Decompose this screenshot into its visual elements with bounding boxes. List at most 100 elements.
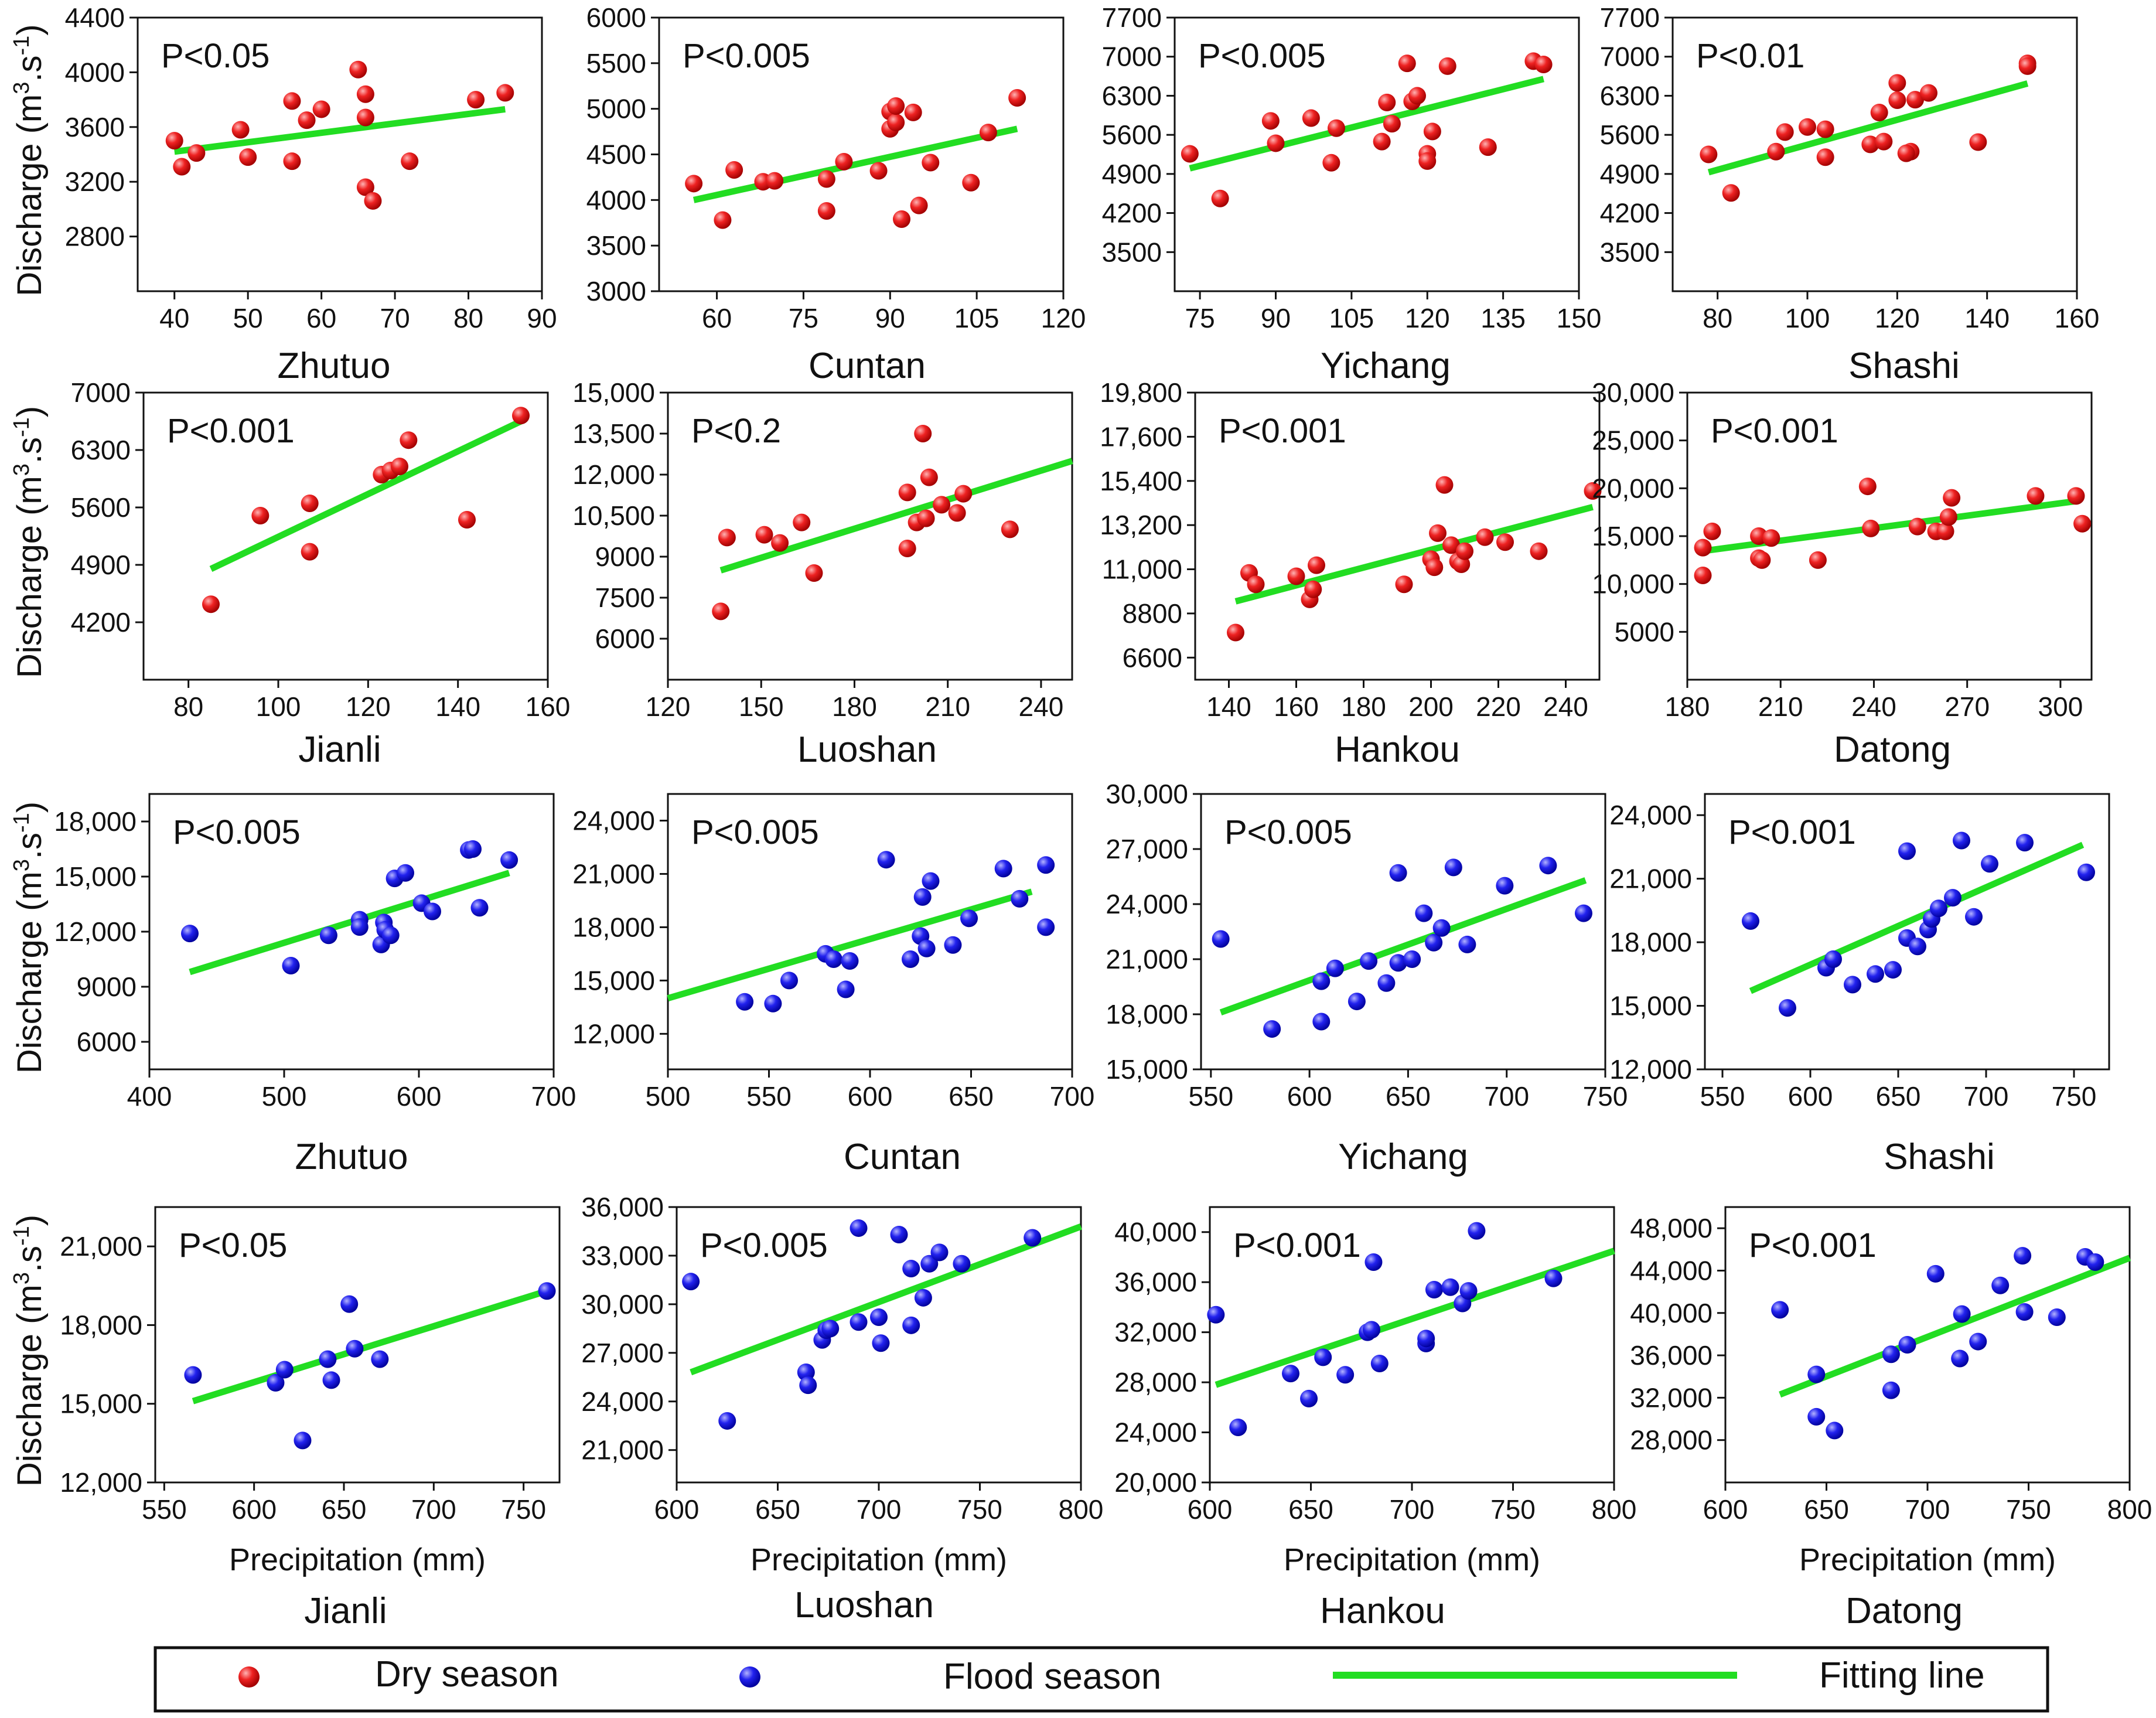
station-label: Hankou (1320, 1591, 1445, 1631)
fitting-line (174, 105, 506, 155)
x-axis-label: Precipitation (mm) (1799, 1542, 2056, 1577)
y-tick-label: 12,000 (60, 1467, 142, 1498)
y-tick-label: 20,000 (1592, 473, 1674, 503)
data-point (1441, 1278, 1459, 1296)
y-tick-label: 6300 (1600, 80, 1660, 111)
data-point (902, 1260, 920, 1278)
y-tick-label: 32,000 (1114, 1317, 1197, 1348)
panel-datong-flood: 600 650 700 750 800 28,000 32,000 36,000 40,000 4… (1630, 1206, 2152, 1631)
y-tick-label: 4900 (71, 550, 131, 580)
plot-frame (1724, 1206, 2131, 1484)
data-point (712, 602, 730, 621)
x-tick-label: 750 (2006, 1494, 2051, 1525)
data-point (312, 100, 330, 118)
y-tick-label: 5000 (586, 94, 646, 124)
data-point (283, 92, 301, 110)
data-point (685, 175, 703, 193)
data-point (771, 534, 789, 552)
y-tick-label: 18,000 (60, 1310, 142, 1340)
data-point (1926, 1264, 1945, 1283)
data-point (920, 468, 938, 486)
panel-luoshan-dry: 120 150 180 210 240 6000 7500 9000 10,500 12,000 1… (572, 377, 1073, 770)
data-point (2086, 1253, 2104, 1271)
station-label: Luoshan (794, 1585, 934, 1625)
data-point (893, 210, 910, 229)
data-point (282, 956, 300, 974)
y-tick-label: 48,000 (1630, 1213, 1712, 1243)
data-point (1011, 889, 1029, 908)
data-point (401, 152, 419, 171)
station-label: Datong (1834, 730, 1951, 770)
y-tick-label: 17,600 (1100, 421, 1182, 452)
x-tick-label: 135 (1480, 303, 1526, 333)
fitting-line (209, 418, 523, 572)
y-tick-label: 2800 (65, 221, 125, 252)
x-tick-label: 180 (1665, 691, 1710, 722)
panel-zhutuo-flood: 400 500 600 700 6000 9000 12,000 15,000 18,000 P<… (9, 793, 576, 1177)
y-tick-label: 3200 (65, 166, 125, 197)
data-point (1700, 145, 1718, 163)
data-point (962, 173, 980, 192)
data-point (869, 162, 888, 180)
data-point (1969, 133, 1987, 151)
data-point (2067, 487, 2085, 505)
data-point (275, 1361, 294, 1379)
data-point (2014, 1247, 2032, 1265)
x-tick-label: 650 (1804, 1494, 1849, 1525)
y-tick-label: 25,000 (1592, 425, 1674, 456)
data-point (920, 1255, 939, 1273)
p-value-label: P<0.005 (173, 813, 301, 851)
data-point (1456, 542, 1473, 560)
data-point (239, 148, 257, 166)
y-tick-label: 7500 (595, 582, 655, 613)
legend-dry-marker (238, 1666, 260, 1688)
data-point (764, 994, 782, 1013)
panel-yichang-flood: 550 600 650 700 750 15,000 18,000 21,000 24,000 2… (1106, 779, 1628, 1177)
p-value-label: P<0.001 (1749, 1226, 1877, 1264)
data-point (902, 1316, 920, 1334)
y-tick-label: 12,000 (54, 916, 137, 947)
x-tick-label: 800 (1059, 1494, 1104, 1525)
data-point (1816, 148, 1834, 166)
x-tick-label: 600 (231, 1494, 277, 1525)
panel-cuntan-flood: 500 550 600 650 700 12,000 15,000 18,000 21,000 2… (572, 793, 1094, 1177)
x-tick-label: 650 (1386, 1081, 1431, 1112)
data-point (1459, 1282, 1478, 1300)
data-point (898, 540, 916, 557)
data-point (1875, 132, 1893, 151)
y-tick-label: 18,000 (1106, 999, 1188, 1030)
station-label: Shashi (1848, 346, 1960, 386)
y-tick-label: 6000 (586, 2, 646, 33)
x-tick-label: 210 (1758, 691, 1803, 722)
data-point (1898, 1336, 1916, 1354)
data-point (1930, 899, 1947, 918)
data-point (1444, 858, 1462, 877)
x-tick-label: 800 (2107, 1494, 2152, 1525)
data-point (2077, 863, 2095, 881)
y-tick-label: 27,000 (1106, 834, 1188, 864)
panels: 40 50 60 70 80 90 2800 3200 3600 4000 4400 P<0.05 Zh… (9, 2, 2152, 1631)
legend-dry-label: Dry season (375, 1654, 559, 1695)
data-point (1694, 538, 1712, 557)
data-point (1539, 857, 1557, 875)
y-axis-label: Discharge (m3.s-1) (9, 1215, 49, 1487)
y-tick-label: 5600 (1600, 120, 1660, 150)
data-point (1476, 528, 1494, 546)
y-tick-label: 11,000 (1102, 554, 1182, 585)
data-point (1378, 93, 1396, 111)
data-point (954, 485, 973, 503)
y-tick-label: 3500 (586, 230, 646, 261)
y-tick-label: 4500 (586, 139, 646, 170)
x-tick-label: 750 (2052, 1081, 2097, 1112)
y-tick-label: 7000 (1600, 42, 1660, 72)
data-point (1267, 134, 1285, 152)
y-tick-label: 13,500 (572, 418, 655, 449)
data-point (1479, 138, 1497, 156)
panel-shashi-dry: 80 100 120 140 160 3500 4200 4900 5600 6300 7000 77… (1600, 2, 2100, 386)
data-point (381, 926, 400, 945)
data-point (872, 1334, 890, 1352)
data-point (1302, 109, 1320, 127)
x-tick-label: 800 (1592, 1494, 1637, 1525)
data-point (464, 840, 482, 858)
data-point (1336, 1366, 1355, 1384)
